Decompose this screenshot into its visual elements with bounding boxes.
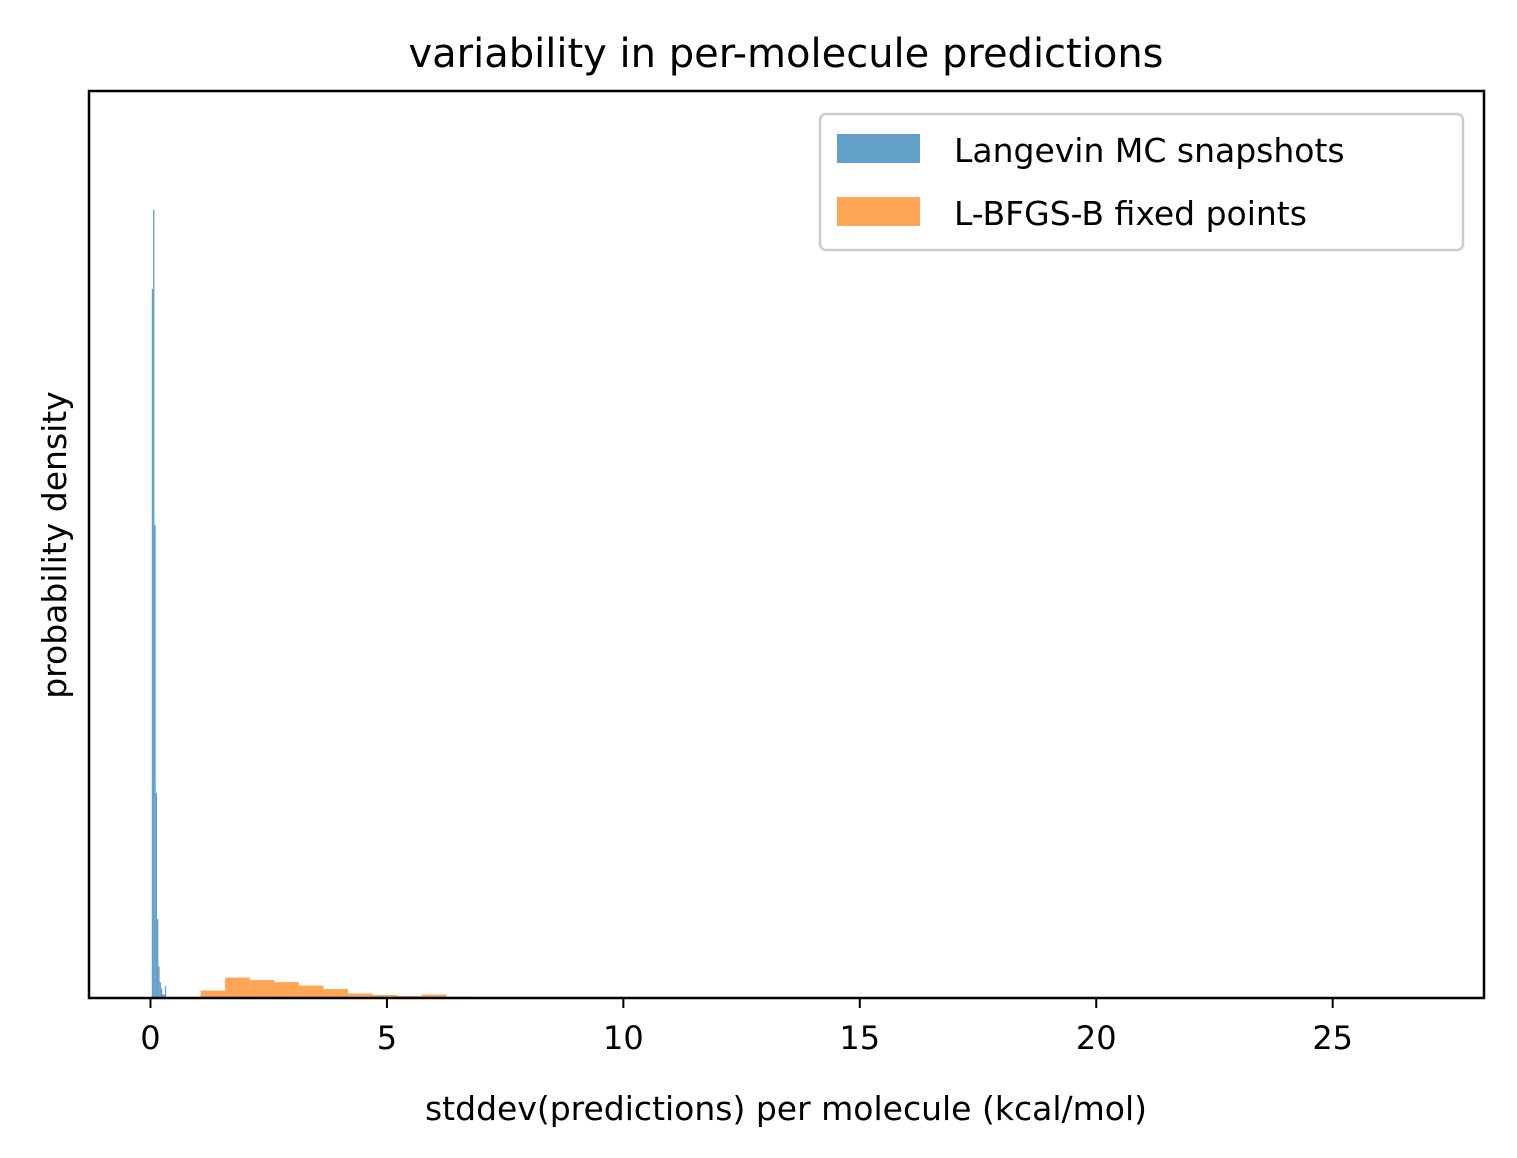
histogram-bar bbox=[160, 988, 163, 998]
x-axis-label: stddev(predictions) per molecule (kcal/m… bbox=[425, 1089, 1147, 1128]
histogram-bar bbox=[225, 977, 250, 998]
histogram-bar bbox=[151, 288, 154, 998]
legend-label-lbfgsb: L-BFGS-B fixed points bbox=[954, 194, 1307, 233]
x-tick-label: 20 bbox=[1076, 1019, 1117, 1057]
histogram-bar bbox=[154, 525, 156, 998]
histogram-bar bbox=[200, 990, 226, 998]
x-axis-ticks: 0 5 10 15 20 25 bbox=[140, 998, 1353, 1057]
x-tick-label: 0 bbox=[140, 1019, 160, 1057]
chart-title: variability in per-molecule predictions bbox=[408, 31, 1163, 77]
x-tick-label: 25 bbox=[1312, 1019, 1353, 1057]
x-tick-label: 5 bbox=[377, 1019, 397, 1057]
bars-layer bbox=[151, 210, 496, 998]
legend-box bbox=[818, 112, 1465, 252]
y-axis-label: probability density bbox=[35, 391, 74, 699]
legend-swatch-langevin bbox=[837, 134, 920, 163]
histogram-bar bbox=[249, 980, 275, 998]
series-0 bbox=[151, 210, 167, 998]
series-1 bbox=[200, 977, 496, 998]
legend: Langevin MC snapshots L-BFGS-B fixed poi… bbox=[818, 112, 1465, 252]
legend-swatch-lbfgsb bbox=[837, 197, 920, 226]
histogram-bar bbox=[163, 994, 165, 998]
histogram-bar bbox=[372, 995, 398, 998]
histogram-bar bbox=[298, 985, 324, 998]
histogram-bar bbox=[162, 994, 164, 998]
histogram-bar bbox=[421, 994, 447, 998]
x-tick-label: 15 bbox=[839, 1019, 880, 1057]
histogram-bar bbox=[323, 989, 349, 998]
histogram-bar bbox=[155, 793, 158, 998]
plot-frame bbox=[87, 89, 1486, 1000]
histogram-bar bbox=[159, 982, 161, 998]
histogram-bar bbox=[164, 986, 167, 998]
x-tick-label: 10 bbox=[603, 1019, 644, 1057]
histogram-bar bbox=[348, 993, 373, 998]
histogram-bar bbox=[274, 982, 299, 998]
histogram-bar bbox=[153, 210, 155, 998]
histogram-bar bbox=[158, 966, 160, 998]
legend-label-langevin: Langevin MC snapshots bbox=[954, 131, 1345, 170]
histogram-bar bbox=[157, 919, 159, 998]
